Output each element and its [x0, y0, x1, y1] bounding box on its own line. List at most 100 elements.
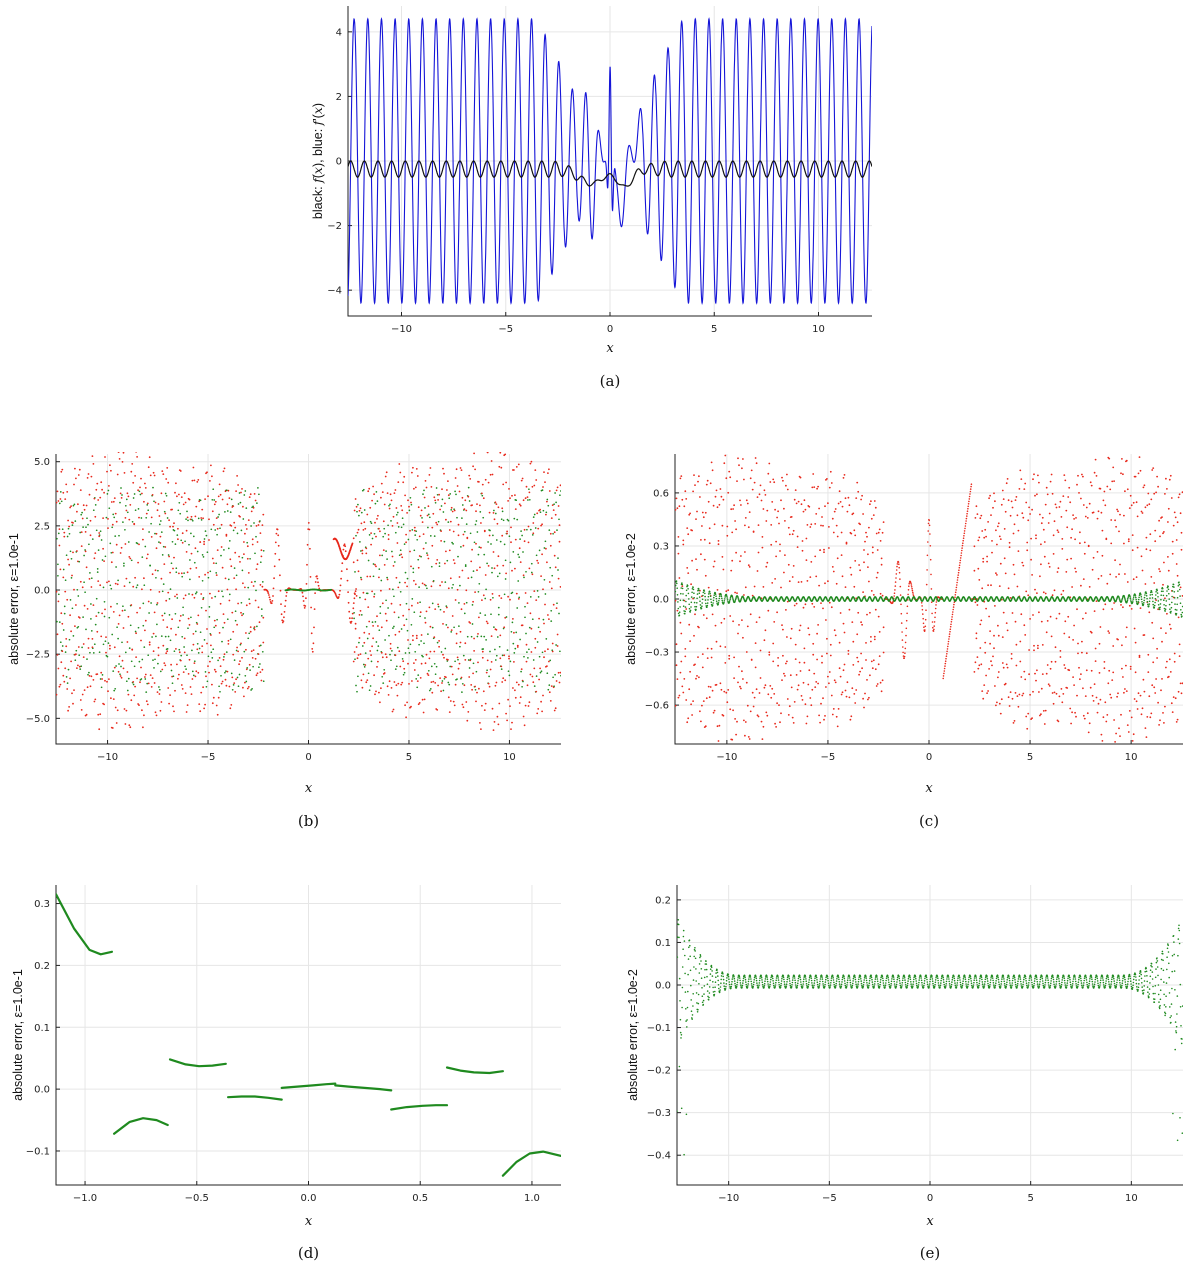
- red-error-point: [530, 627, 533, 630]
- green-error-point: [115, 566, 117, 568]
- red-error-point: [681, 585, 684, 587]
- green-error-point: [107, 642, 110, 644]
- red-error-point: [115, 722, 118, 724]
- red-error-point: [495, 503, 498, 505]
- red-error-point: [506, 530, 508, 533]
- green-error-point: [75, 649, 78, 652]
- green-error-point: [177, 509, 180, 512]
- red-error-point: [358, 509, 361, 512]
- red-error-point: [545, 513, 547, 516]
- red-error-point: [744, 524, 746, 527]
- red-error-point: [933, 628, 935, 631]
- red-error-point: [400, 505, 403, 507]
- green-error-point: [709, 592, 711, 595]
- green-error-point: [150, 522, 152, 525]
- red-error-point: [163, 662, 166, 664]
- red-error-point: [183, 492, 186, 495]
- green-error-point: [461, 504, 464, 506]
- red-error-point: [256, 672, 259, 675]
- red-error-point: [718, 724, 721, 727]
- green-error-point: [453, 626, 455, 629]
- green-error-point: [537, 626, 540, 629]
- red-error-point: [474, 685, 476, 688]
- red-error-point: [676, 678, 679, 680]
- red-error-point: [467, 577, 470, 579]
- red-error-point: [341, 562, 344, 565]
- red-error-point: [748, 738, 751, 740]
- red-error-point: [1053, 520, 1056, 523]
- red-error-point: [245, 648, 247, 651]
- red-error-point: [784, 520, 786, 522]
- red-error-point: [458, 490, 461, 493]
- red-error-point: [726, 534, 729, 537]
- green-error-point: [353, 611, 355, 614]
- green-error-point: [175, 571, 178, 574]
- red-error-point: [1013, 720, 1016, 722]
- green-error-point: [476, 635, 479, 638]
- green-error-point: [145, 516, 148, 519]
- green-error-point: [233, 659, 236, 661]
- red-error-point: [1064, 620, 1067, 623]
- red-error-point: [912, 594, 915, 597]
- red-error-point: [1088, 502, 1091, 505]
- red-error-point: [814, 523, 817, 525]
- green-error-point: [168, 598, 171, 600]
- red-error-point: [732, 620, 734, 623]
- green-error-point: [469, 658, 472, 661]
- red-error-point: [820, 702, 822, 705]
- red-error-point: [372, 637, 374, 640]
- red-error-point: [340, 577, 342, 580]
- red-error-point: [762, 725, 765, 728]
- red-error-point: [248, 602, 251, 605]
- red-error-point: [470, 560, 473, 563]
- red-error-point: [442, 623, 444, 625]
- green-error-point: [218, 685, 220, 688]
- red-error-point: [420, 662, 423, 665]
- red-error-point: [351, 542, 354, 545]
- green-error-point: [227, 578, 230, 581]
- green-error-point: [378, 568, 381, 570]
- green-error-point: [236, 676, 239, 679]
- red-error-point: [490, 460, 493, 462]
- red-error-point: [540, 575, 542, 577]
- green-error-point: [536, 590, 539, 592]
- red-error-point: [1096, 711, 1099, 714]
- red-error-point: [1007, 696, 1010, 699]
- red-error-point: [222, 470, 225, 473]
- red-error-point: [428, 606, 431, 609]
- red-error-point: [211, 475, 213, 478]
- green-error-point: [209, 570, 212, 573]
- red-error-point: [1061, 538, 1064, 540]
- red-error-point: [751, 594, 754, 597]
- red-error-point: [990, 514, 992, 516]
- red-error-point: [535, 599, 538, 601]
- green-error-point: [702, 594, 704, 597]
- y-axis-label-part: x: [310, 107, 325, 114]
- red-error-point: [833, 629, 836, 632]
- red-error-point: [239, 561, 241, 563]
- red-error-point: [813, 606, 816, 608]
- green-error-point: [254, 552, 256, 555]
- red-error-point: [503, 626, 506, 629]
- red-error-point: [1111, 679, 1114, 681]
- red-error-point: [811, 486, 814, 489]
- red-error-point: [1108, 632, 1111, 634]
- green-error-point: [56, 620, 58, 623]
- green-error-point: [201, 579, 204, 582]
- green-error-point: [112, 513, 115, 516]
- red-error-point: [1114, 741, 1116, 743]
- red-error-point: [1104, 701, 1107, 704]
- green-error-point: [372, 575, 375, 578]
- red-error-point: [713, 709, 716, 712]
- red-error-point: [786, 636, 788, 638]
- x-tick-label: 0: [305, 752, 311, 763]
- plot-area: [348, 17, 872, 305]
- red-error-point: [504, 453, 507, 456]
- red-error-point: [57, 500, 60, 502]
- red-error-point: [489, 668, 492, 671]
- red-error-point: [1130, 608, 1133, 610]
- red-error-point: [1102, 499, 1105, 502]
- red-error-point: [818, 714, 820, 717]
- green-error-point: [422, 655, 424, 658]
- green-error-point: [110, 587, 113, 590]
